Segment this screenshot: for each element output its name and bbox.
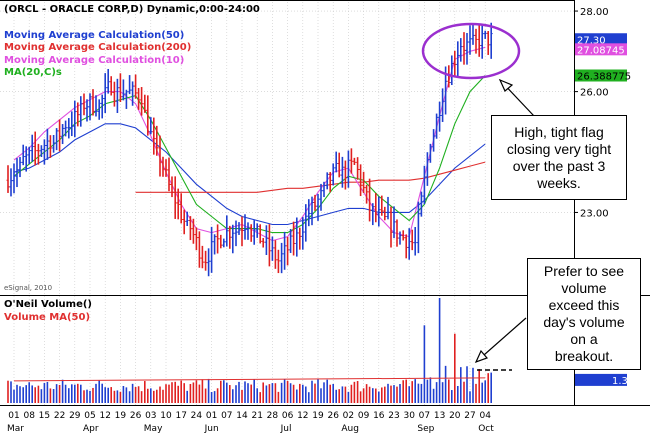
price-tick-label: 23.00 [580, 208, 609, 219]
x-tick-label: 10 [160, 411, 172, 421]
x-tick-label: 09 [358, 411, 370, 421]
price-tag-label: 26.388775 [577, 72, 631, 83]
x-tick-label: 21 [251, 411, 262, 421]
x-tick-label: 16 [373, 411, 385, 421]
x-tick-label: 05 [84, 411, 95, 421]
x-tick-label: 28 [267, 411, 279, 421]
x-tick-label: 14 [236, 411, 248, 421]
x-tick-label: 24 [191, 411, 203, 421]
x-month-label: Aug [341, 424, 359, 434]
flag-callout-line: weeks. [537, 175, 581, 191]
x-month-label: Jun [204, 424, 219, 434]
volume-callout-line: exceed this [548, 297, 620, 313]
x-tick-label: 07 [419, 411, 430, 421]
x-tick-label: 23 [388, 411, 399, 421]
x-month-label: Apr [83, 424, 99, 434]
x-tick-label: 19 [115, 411, 127, 421]
volume-ma-label: Volume MA(50) [4, 312, 90, 323]
price-tick-label: 26.00 [580, 88, 609, 99]
x-tick-label: 26 [130, 411, 142, 421]
price-bars-layer [6, 22, 493, 277]
legend-ma200: Moving Average Calculation(200) [4, 42, 191, 53]
esignal-watermark: eSignal, 2010 [4, 284, 52, 292]
x-month-label: Oct [478, 424, 494, 434]
price-tick-label: 28.00 [580, 7, 609, 18]
x-tick-label: 08 [23, 411, 35, 421]
volume-callout-line: breakout. [554, 348, 614, 364]
x-tick-label: 29 [69, 411, 81, 421]
x-tick-label: 17 [175, 411, 186, 421]
x-tick-label: 12 [297, 411, 308, 421]
flag-callout-box: High, tight flag closing very tight over… [491, 115, 627, 200]
x-month-label: Sep [417, 424, 434, 434]
legend-ma20: MA(20,C)s [4, 67, 62, 78]
flag-highlight-ellipse [421, 22, 521, 80]
volume-callout-line: volume [561, 280, 607, 296]
x-tick-label: 22 [54, 411, 65, 421]
flag-callout-line: High, tight flag [514, 124, 604, 140]
price-tag-bg [575, 33, 627, 46]
x-tick-label: 13 [434, 411, 445, 421]
price-tag-bg [575, 69, 627, 82]
flag-callout-arrowhead [498, 78, 514, 92]
volume-callout-line: day's volume [543, 314, 625, 330]
legend-ma10: Moving Average Calculation(10) [4, 55, 184, 66]
x-tick-label: 04 [479, 411, 491, 421]
x-tick-label: 07 [221, 411, 232, 421]
price-tag-label: 27.30 [577, 35, 606, 46]
volume-panel-title: O'Neil Volume() [4, 299, 92, 310]
x-month-label: Jul [280, 424, 292, 434]
x-month-label: May [144, 424, 163, 434]
x-tick-label: 20 [449, 411, 461, 421]
volume-callout-arrowhead [474, 349, 489, 364]
legend-ma50: Moving Average Calculation(50) [4, 30, 184, 41]
x-tick-label: 15 [39, 411, 50, 421]
volume-tag-bg [575, 373, 627, 386]
axis-labels-layer: 01 08 15 22 29 05 12 19 26 03 10 17 24 01 07 14 21 28 06 12… [7, 7, 609, 434]
volume-bars-layer [7, 298, 493, 403]
x-tick-label: 03 [145, 411, 156, 421]
x-tick-label: 19 [312, 411, 324, 421]
volume-tag-label: 1.36 [612, 376, 634, 387]
volume-ma-line [13, 377, 486, 382]
x-tick-label: 06 [282, 411, 294, 421]
x-tick-label: 01 [206, 411, 217, 421]
x-tick-label: 12 [99, 411, 110, 421]
x-tick-label: 27 [464, 411, 475, 421]
price-tag-label: 27.08745 [577, 45, 625, 56]
x-tick-label: 02 [343, 411, 354, 421]
flag-callout-line: over the past 3 [512, 158, 606, 174]
moving-average-line-ma50 [13, 123, 486, 226]
x-tick-label: 01 [8, 411, 19, 421]
x-month-label: Mar [7, 424, 24, 434]
chart-title: (ORCL - ORACLE CORP,D) Dynamic,0:00-24:0… [4, 4, 260, 15]
volume-callout-box: Prefer to see volume exceed this day's v… [527, 258, 641, 370]
volume-callout-line: on a [570, 331, 598, 347]
x-tick-label: 26 [327, 411, 339, 421]
x-tick-label: 30 [403, 411, 415, 421]
flag-callout-line: closing very tight [506, 141, 612, 157]
volume-callout-line: Prefer to see [543, 263, 625, 279]
price-tag-bg [575, 43, 627, 56]
